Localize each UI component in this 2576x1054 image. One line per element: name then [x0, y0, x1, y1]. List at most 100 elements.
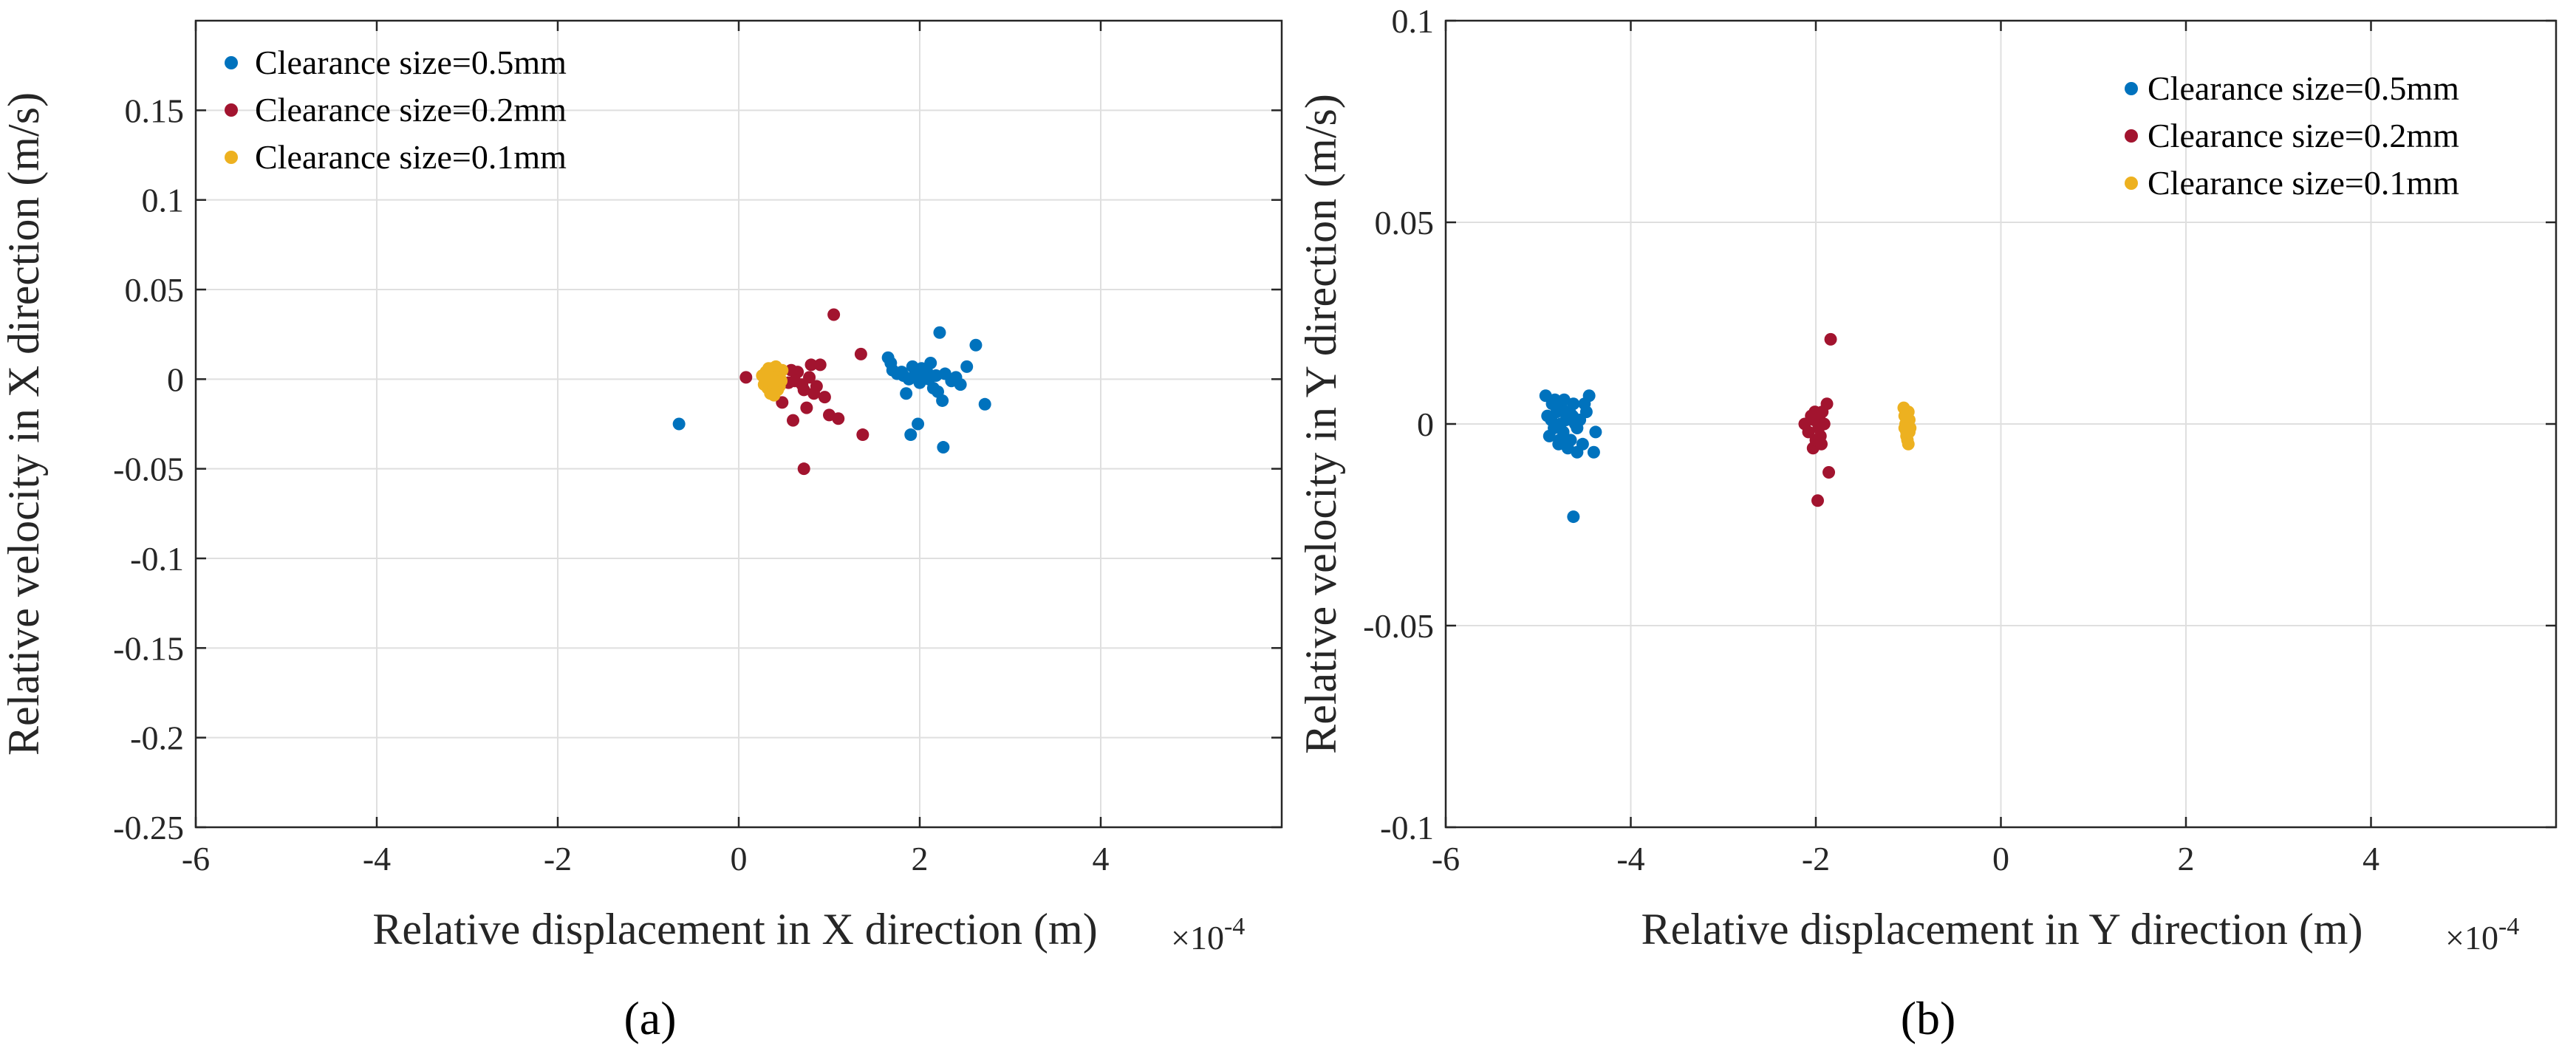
data-point [1564, 434, 1577, 447]
series-3 [756, 360, 789, 402]
data-point [1902, 437, 1915, 451]
y-tick-label: 0.1 [142, 182, 185, 219]
data-point [776, 396, 789, 409]
data-point [1807, 414, 1820, 427]
panel-caption: (a) [623, 992, 676, 1044]
data-point [969, 338, 983, 352]
data-point [788, 374, 802, 388]
legend-marker [2125, 177, 2138, 190]
x-tick-label: -4 [363, 840, 391, 877]
legend-marker [225, 103, 238, 117]
data-point [810, 380, 823, 393]
data-point [803, 371, 816, 384]
data-point [800, 401, 813, 414]
data-point [785, 363, 798, 377]
data-point [1579, 405, 1593, 419]
x-axis-label: Relative displacement in Y direction (m) [1641, 905, 2363, 954]
panel-a: -6 -4 -2 0 2 4 -0.25 -0.2 -0.15 -0.1 -0.05 0 0.05 0.1… [0, 19, 1283, 1044]
data-point [854, 347, 867, 360]
data-point [813, 358, 827, 372]
data-point [900, 387, 913, 400]
y-tick-label: -0.05 [1363, 607, 1434, 645]
data-point [797, 383, 810, 397]
data-point [760, 372, 773, 386]
y-axis-label: Relative velocity in Y direction (m/s) [1296, 94, 1345, 754]
legend-marker [225, 56, 238, 69]
legend-marker [2125, 129, 2138, 143]
legend-marker [225, 151, 238, 164]
y-tick-label: 0.1 [1392, 2, 1435, 40]
data-point [672, 417, 686, 431]
data-point [804, 358, 818, 372]
y-tick-label: -0.05 [113, 451, 184, 488]
x-tick-label: 4 [2363, 840, 2379, 877]
data-point [1822, 466, 1836, 479]
data-point [1582, 389, 1596, 403]
y-tick-label: 0.05 [125, 271, 185, 309]
data-point [933, 326, 946, 339]
legend-marker [2125, 82, 2138, 95]
data-point [787, 414, 799, 427]
x-tick-label: 0 [1992, 840, 2009, 877]
x-tick-label: -2 [544, 840, 572, 877]
y-tick-label: -0.2 [130, 719, 184, 757]
x-tick-label: 0 [731, 840, 748, 877]
x-tick-label: 2 [912, 840, 929, 877]
data-point [978, 397, 991, 411]
data-point [1560, 405, 1574, 419]
legend-label: Clearance size=0.1mm [2148, 164, 2459, 202]
legend-label: Clearance size=0.2mm [255, 91, 567, 129]
legend-label: Clearance size=0.5mm [255, 44, 567, 81]
data-point [1587, 445, 1600, 459]
data-point [818, 391, 831, 404]
x-exponent-label: ×10-4 [2445, 913, 2519, 957]
series-1 [1539, 389, 1602, 524]
y-axis-label: Relative velocity in X direction (m/s) [0, 92, 48, 756]
y-tick-label: 0.05 [1375, 204, 1435, 242]
data-point [895, 366, 908, 379]
y-tick-label: -0.15 [113, 629, 184, 667]
data-point [1589, 425, 1602, 439]
data-point [954, 378, 967, 391]
x-tick-label: -6 [1432, 840, 1460, 877]
data-point [924, 356, 937, 369]
data-point [1545, 414, 1558, 427]
data-point [1576, 437, 1589, 451]
y-tick-label: -0.1 [130, 540, 184, 578]
legend-label: Clearance size=0.5mm [2148, 69, 2459, 107]
data-point [856, 428, 870, 442]
series-3 [1897, 401, 1917, 451]
data-point [1567, 510, 1580, 524]
legend-label: Clearance size=0.2mm [2148, 117, 2459, 154]
data-point [1553, 434, 1566, 447]
data-point [832, 412, 845, 425]
y-tick-label: 0 [1417, 405, 1434, 443]
data-point [827, 308, 841, 321]
y-tick-label: -0.25 [113, 809, 184, 846]
data-point [960, 360, 974, 373]
data-point [797, 462, 810, 476]
data-point [932, 385, 944, 398]
data-point [1820, 397, 1834, 411]
data-point [1802, 425, 1815, 439]
data-point [1824, 332, 1837, 346]
legend-label: Clearance size=0.1mm [255, 138, 567, 176]
data-point [1811, 494, 1825, 507]
data-point [884, 356, 898, 369]
data-point [1815, 437, 1828, 451]
x-exponent-label: ×10-4 [1171, 913, 1245, 957]
data-point [775, 374, 788, 388]
panel-caption: (b) [1901, 992, 1956, 1044]
x-tick-label: -4 [1616, 840, 1644, 877]
x-tick-label: -6 [182, 840, 210, 877]
data-point [904, 428, 918, 442]
data-point [739, 371, 753, 384]
data-point [1898, 421, 1911, 434]
y-tick-label: 0 [167, 360, 184, 398]
x-tick-label: -2 [1802, 840, 1830, 877]
x-tick-label: 4 [1093, 840, 1110, 877]
y-tick-label: -0.1 [1380, 809, 1434, 846]
y-tick-label: 0.15 [125, 92, 185, 129]
series-1 [672, 326, 991, 454]
